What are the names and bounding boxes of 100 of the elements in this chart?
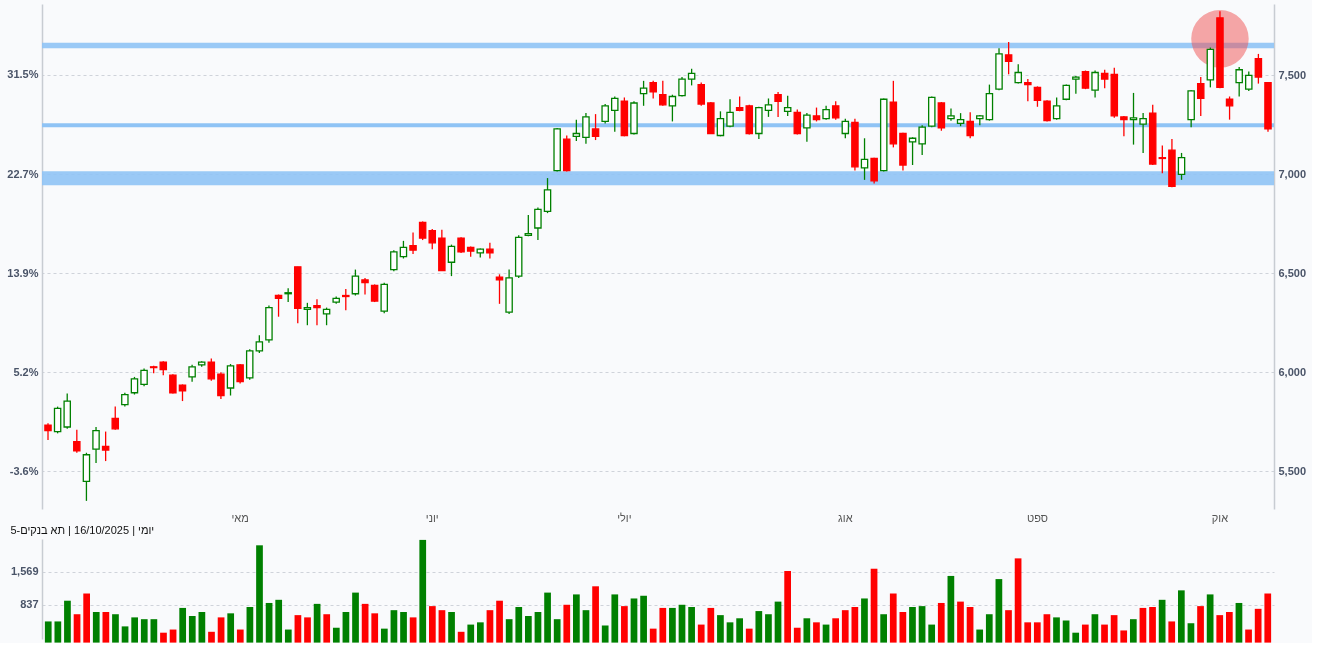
candlestick (831, 100, 840, 121)
y-tick-label: 837 (20, 598, 39, 611)
bar (928, 624, 936, 643)
x-tick-label: אוק (1211, 511, 1229, 524)
bar (573, 594, 580, 643)
bar (813, 622, 820, 643)
candlestick (783, 95, 792, 117)
bar (832, 618, 840, 643)
bar (1091, 614, 1099, 643)
candlestick (1177, 152, 1186, 181)
candlestick (92, 426, 100, 464)
bar (1225, 611, 1233, 643)
bar (457, 631, 465, 643)
bar (236, 629, 244, 643)
candlestick (226, 363, 235, 397)
bar (861, 598, 868, 643)
bar (611, 594, 619, 643)
candlestick (486, 242, 494, 260)
candlestick (447, 243, 456, 277)
bar (1101, 624, 1108, 643)
bar (1158, 599, 1166, 643)
candlestick (697, 81, 705, 107)
bar (621, 606, 628, 643)
bar (342, 611, 350, 643)
candlestick (764, 97, 773, 118)
bar (640, 595, 647, 643)
bar (92, 611, 100, 643)
bar (83, 593, 91, 643)
candlestick (303, 302, 312, 326)
candlestick (591, 113, 600, 141)
candlestick (342, 288, 350, 312)
bar (659, 607, 667, 643)
candlestick (1091, 69, 1099, 99)
bar (1197, 606, 1204, 643)
candlestick (1245, 70, 1253, 92)
bar (909, 607, 916, 643)
candlestick (803, 112, 811, 143)
y-tick-label: 6,000 (1278, 365, 1307, 378)
candlestick (351, 268, 360, 297)
candlestick (428, 228, 437, 250)
candlestick (582, 112, 590, 145)
bar (332, 627, 340, 643)
bar (947, 575, 955, 643)
bar (1254, 608, 1262, 643)
candlestick (313, 298, 321, 326)
bar (352, 592, 359, 643)
bar (371, 613, 379, 643)
bar (966, 607, 974, 643)
chart-title: יומי | 16/10/2025 | תא בנקים-5 (10, 524, 155, 536)
candlestick (918, 124, 926, 156)
candlestick (409, 231, 417, 255)
bar (765, 614, 772, 643)
bar (1206, 594, 1214, 643)
bar (1216, 615, 1224, 643)
candlestick (53, 405, 62, 434)
bar (208, 631, 215, 643)
bar (957, 601, 964, 643)
bar (1043, 614, 1051, 643)
bar (630, 598, 638, 643)
bar (265, 602, 273, 643)
bar (505, 619, 513, 643)
candlestick (1100, 69, 1109, 89)
bar (361, 603, 369, 643)
bar (467, 624, 475, 643)
candlestick (716, 110, 725, 137)
bar (112, 614, 119, 643)
x-tick-label: יולי (617, 511, 632, 524)
bar (525, 616, 532, 643)
bar (64, 600, 71, 643)
bar (755, 611, 763, 643)
y-tick-label: 5,500 (1278, 464, 1307, 477)
bar (102, 611, 110, 643)
bar (918, 606, 926, 643)
candlestick (870, 157, 878, 185)
bar (736, 618, 743, 643)
candlestick (611, 95, 619, 133)
bar (669, 607, 676, 643)
candlestick (1052, 96, 1061, 121)
bar (217, 617, 225, 643)
bar (534, 611, 542, 643)
bar (438, 610, 446, 643)
candlestick (111, 405, 120, 431)
candlestick (169, 373, 177, 395)
bar (54, 621, 62, 643)
candlestick (1196, 76, 1205, 117)
bar (294, 615, 302, 643)
bar (1139, 607, 1147, 643)
y-tick-label: 1,569 (10, 565, 39, 578)
bar (73, 614, 81, 643)
bar (707, 607, 715, 643)
candlestick (601, 103, 609, 125)
y2-tick-label: 13.9% (7, 267, 39, 280)
y2-tick-label: 31.5% (7, 68, 39, 81)
bar (563, 604, 571, 643)
candlestick (1014, 63, 1023, 85)
bar (1129, 619, 1137, 643)
bar (784, 570, 791, 643)
bar (419, 539, 427, 643)
candlestick (236, 363, 244, 385)
bar (179, 607, 187, 643)
